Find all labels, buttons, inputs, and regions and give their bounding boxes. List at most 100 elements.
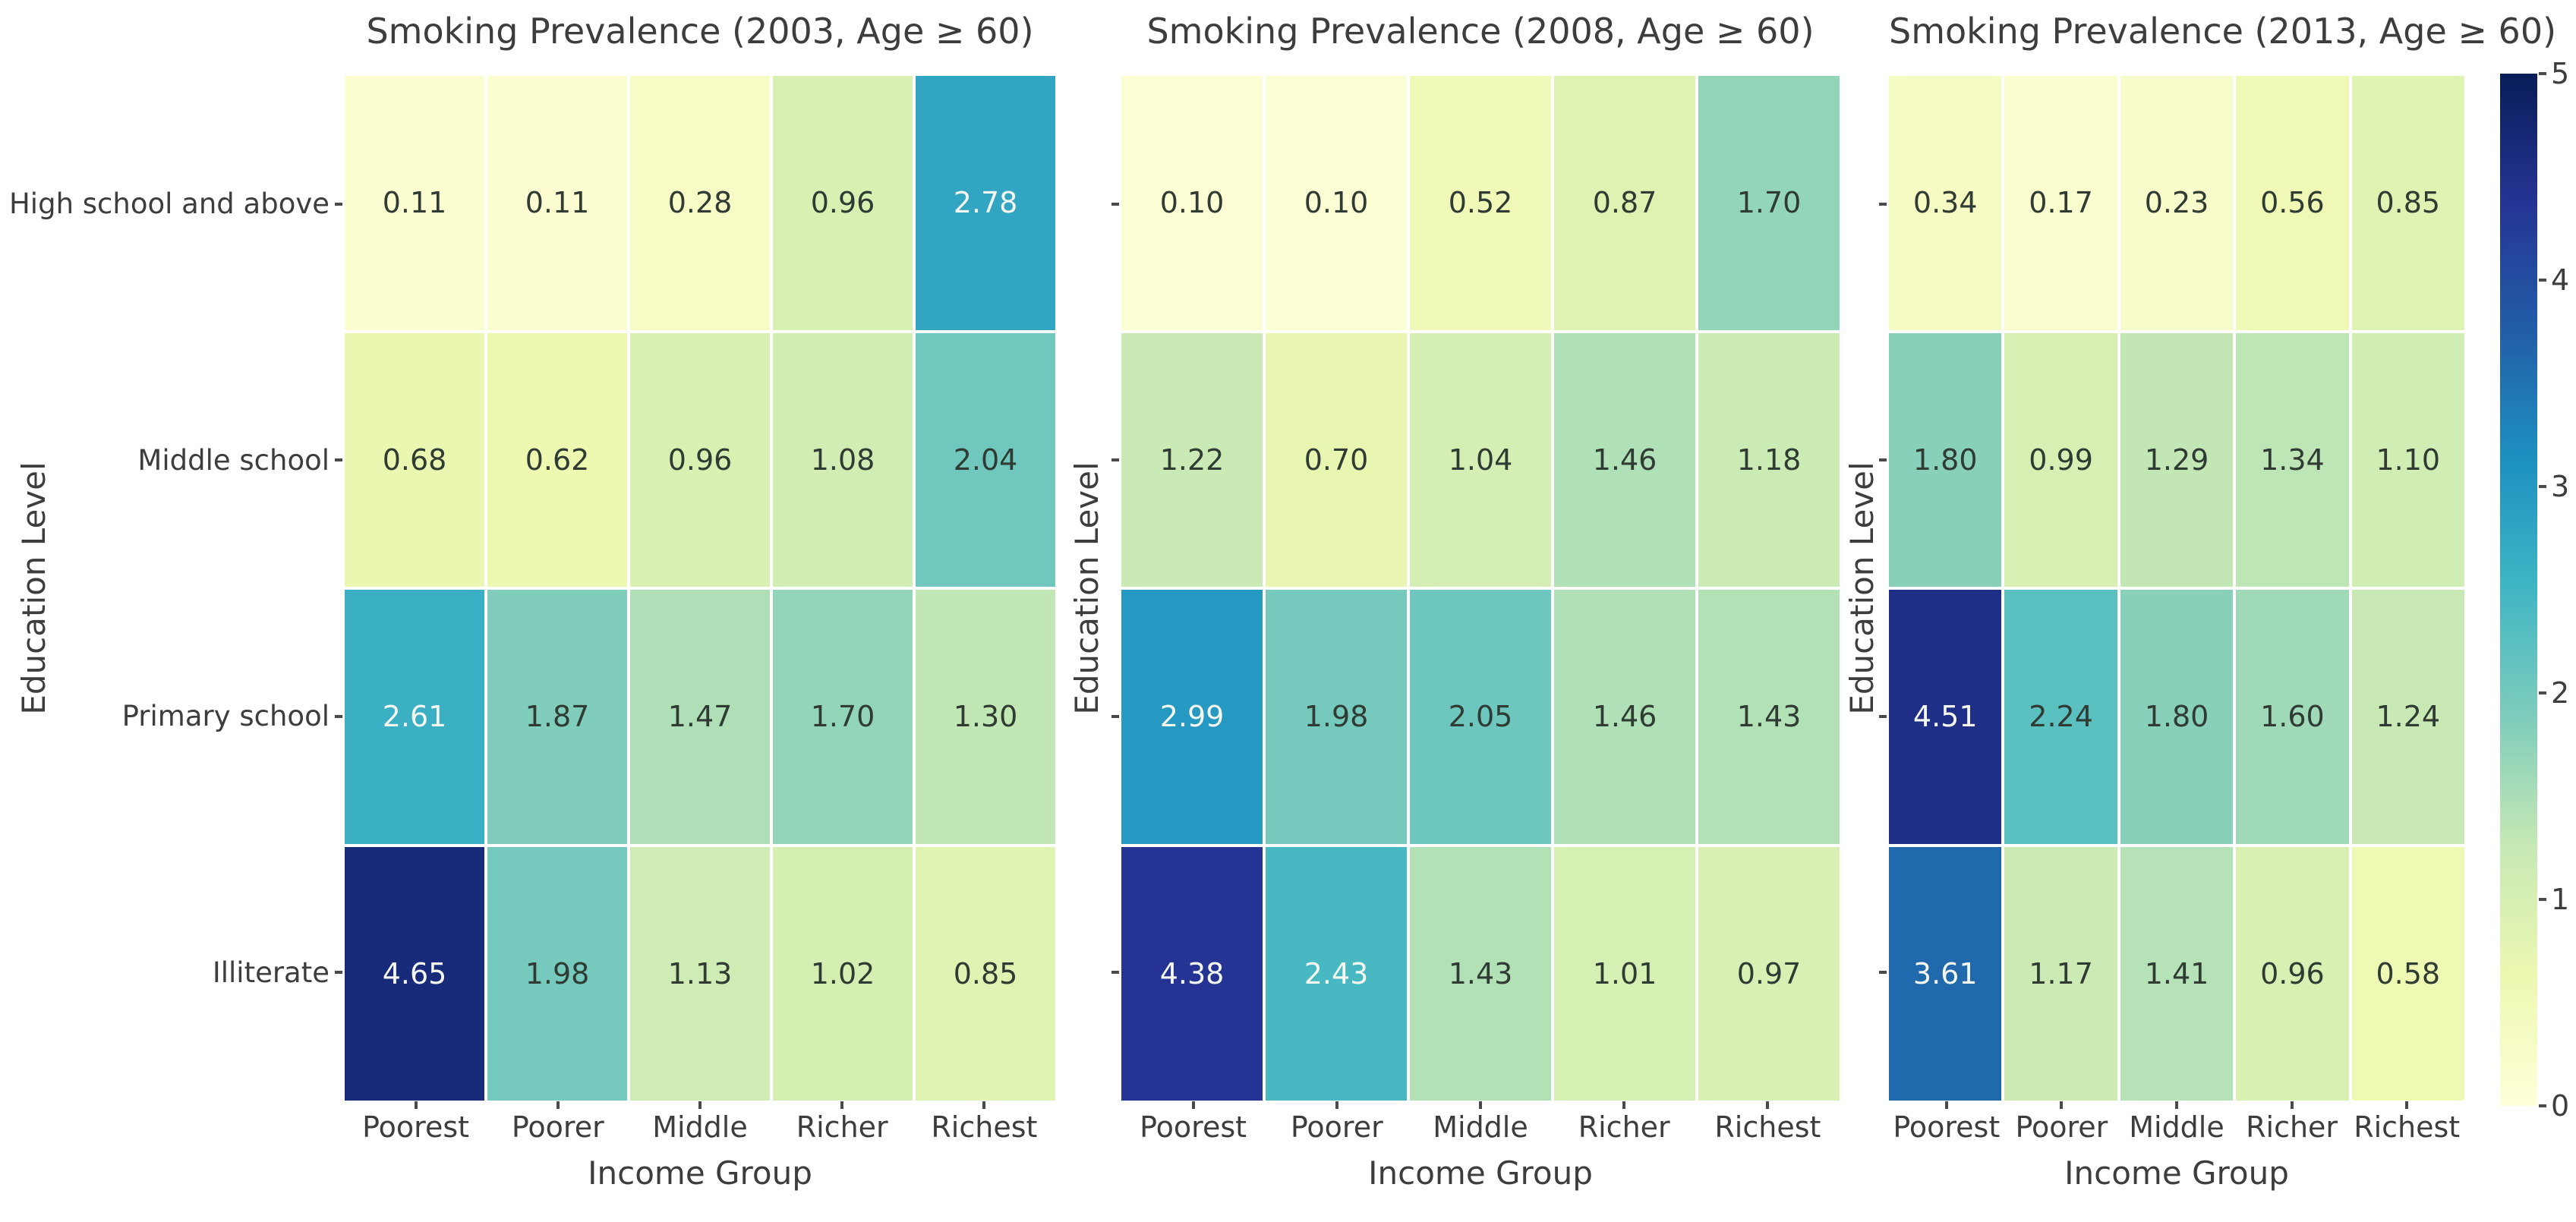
heatmap-panel-2013: Smoking Prevalence (2013, Age ≥ 60) 0.34… [1843,11,2557,1192]
x-tick-labels: Poorest Poorer Middle Richer Richest [1889,1110,2464,1144]
heatmap-cell: 1.30 [916,590,1055,844]
heatmap-cell: 4.38 [1121,846,1263,1101]
colorbar-tick-label: 2 [2551,676,2570,710]
colorbar-tick-label: 0 [2551,1089,2570,1123]
heatmap-cell: 1.22 [1121,332,1263,587]
heatmap-cell: 0.99 [2004,332,2117,587]
colorbar-tick-mark [2539,1104,2546,1107]
colorbar-tick: 3 [2539,470,2569,503]
heatmap-cell: 0.96 [773,76,913,330]
heatmap-cell: 1.70 [1698,76,1840,330]
heatmap-cell: 1.10 [2351,332,2464,587]
x-tick-mark [2060,1101,2064,1109]
y-tick-mark [335,714,342,718]
x-tick-label: Poorer [1290,1110,1383,1144]
heatmap-cell: 1.98 [487,846,627,1101]
colorbar-tick-mark [2539,485,2546,488]
heatmap-cell: 0.56 [2236,76,2349,330]
heatmap-cell: 1.02 [773,846,913,1101]
y-tick-label: Primary school [121,700,329,733]
heatmap-cell: 0.96 [2236,846,2349,1101]
x-tick-mark [698,1101,702,1109]
y-tick-mark [335,971,342,975]
heatmap-cell: 3.61 [1889,846,2002,1101]
y-tick-label: Middle school [137,443,329,477]
heatmap-cell: 0.97 [1698,846,1840,1101]
heatmap-cell: 1.41 [2120,846,2234,1101]
heatmap-panel-2003: Smoking Prevalence (2003, Age ≥ 60) 0.11… [9,0,1055,1222]
x-axis-ticks [1889,1101,2464,1109]
x-axis-ticks [1121,1101,1840,1109]
heatmap-cell: 1.13 [630,846,770,1101]
colorbar-tick: 0 [2539,1089,2569,1123]
y-tick-mark [1111,458,1119,462]
heatmap-cell: 0.96 [630,332,770,587]
heatmap-cell: 0.85 [2351,76,2464,330]
x-tick-label: Middle [652,1110,748,1144]
heatmap-cell: 1.87 [487,590,627,844]
x-tick-mark [1766,1101,1770,1109]
colorbar-gradient [2500,74,2537,1106]
x-tick-mark [982,1101,986,1109]
heatmap-cell: 1.60 [2236,590,2349,844]
heatmap-cell: 0.10 [1121,76,1263,330]
x-tick-label: Richer [796,1110,888,1144]
x-tick-mark [2290,1101,2294,1109]
y-axis-ticks [335,76,342,1101]
heatmap-cell: 1.01 [1554,846,1695,1101]
y-tick-labels: High school and above Middle school Primar… [3,76,329,1101]
heatmap-panel-2008: Smoking Prevalence (2008, Age ≥ 60) 0.10… [1068,0,1840,1222]
heatmap-cell: 1.46 [1554,590,1695,844]
x-tick-mark [414,1101,418,1109]
x-tick-mark [556,1101,560,1109]
x-tick-mark [840,1101,844,1109]
colorbar-tick-label: 1 [2551,883,2570,916]
x-tick-mark [1478,1101,1482,1109]
colorbar-tick-mark [2539,72,2546,75]
colorbar-tick: 5 [2539,57,2569,90]
heatmap-cell: 0.52 [1410,76,1551,330]
y-tick-mark [1879,971,1887,975]
colorbar-tick-label: 5 [2551,57,2570,90]
x-tick-mark [2405,1101,2409,1109]
x-tick-label: Richest [931,1110,1038,1144]
x-tick-mark [1335,1101,1338,1109]
x-axis-ticks [345,1101,1055,1109]
heatmap-cell: 2.24 [2004,590,2117,844]
x-tick-label: Poorest [1893,1110,2001,1144]
heatmap-cell: 1.17 [2004,846,2117,1101]
x-axis-label: Income Group [2064,1154,2289,1192]
heatmap-cell: 1.18 [1698,332,1840,587]
chart-title: Smoking Prevalence (2013, Age ≥ 60) [1889,11,2557,52]
x-tick-mark [1622,1101,1626,1109]
y-tick-label: Illiterate [212,956,329,989]
y-tick-mark [335,458,342,462]
colorbar-tick-mark [2539,279,2546,282]
x-tick-label: Richest [1714,1110,1821,1144]
x-tick-label: Richest [2354,1110,2461,1144]
heatmap-cell: 4.65 [345,846,484,1101]
heatmap-cell: 2.99 [1121,590,1263,844]
colorbar-tick: 1 [2539,883,2569,916]
y-tick-label: High school and above [8,187,329,221]
x-tick-labels: Poorest Poorer Middle Richer Richest [1121,1110,1840,1144]
colorbar: 5 4 3 2 1 0 [2500,57,2576,1123]
heatmap-cell: 0.70 [1266,332,1407,587]
heatmap-cell: 4.51 [1889,590,2002,844]
heatmap-cell: 1.43 [1698,590,1840,844]
x-tick-mark [2174,1101,2178,1109]
x-tick-label: Poorer [511,1110,604,1144]
y-tick-mark [1879,202,1887,206]
heatmap-cell: 0.87 [1554,76,1695,330]
chart-title: Smoking Prevalence (2003, Age ≥ 60) [366,11,1034,52]
y-tick-mark [1111,202,1119,206]
x-tick-label: Poorest [362,1110,470,1144]
heatmap-cell: 0.11 [487,76,627,330]
colorbar-tick-mark [2539,691,2546,694]
heatmap-cell: 2.43 [1266,846,1407,1101]
x-tick-label: Middle [2129,1110,2224,1144]
y-tick-mark [335,202,342,206]
heatmap-cell: 2.05 [1410,590,1551,844]
x-axis-label: Income Group [1368,1154,1593,1192]
